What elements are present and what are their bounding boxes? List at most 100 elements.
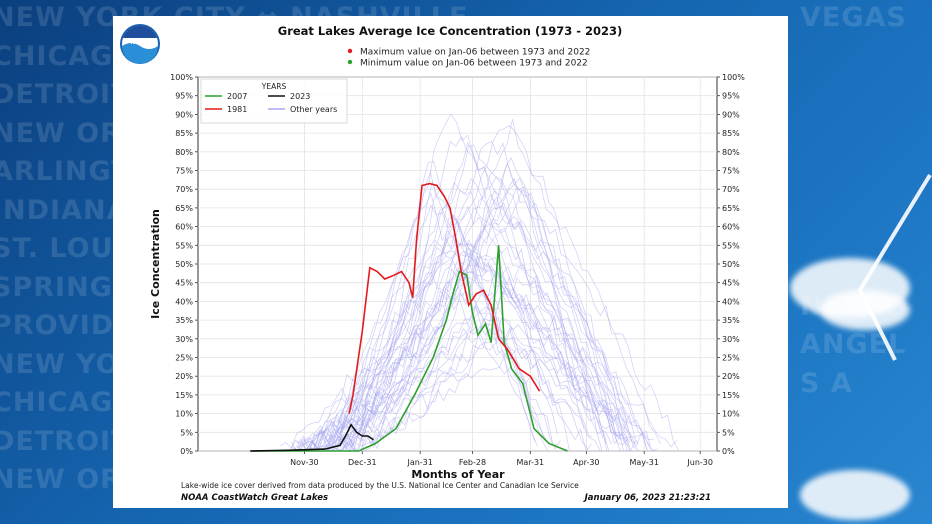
y-tick-label-right: 30% bbox=[722, 335, 740, 344]
other-year-line bbox=[312, 170, 549, 452]
legend-label: 1981 bbox=[227, 105, 247, 114]
other-year-line bbox=[337, 255, 608, 451]
y-tick-label: 50% bbox=[175, 260, 193, 269]
other-year-line bbox=[327, 119, 631, 448]
noaa-logo: NOAA bbox=[120, 24, 160, 64]
y-tick-label: 70% bbox=[175, 185, 193, 194]
y-tick-label: 0% bbox=[180, 447, 193, 456]
other-year-line bbox=[311, 254, 570, 452]
y-tick-label: 90% bbox=[175, 110, 193, 119]
y-tick-label: 55% bbox=[175, 241, 193, 250]
y-tick-label: 60% bbox=[175, 223, 193, 232]
other-year-line bbox=[305, 247, 631, 452]
y-tick-label: 40% bbox=[175, 297, 193, 306]
y-tick-label-right: 25% bbox=[722, 354, 740, 363]
y-tick-label-right: 100% bbox=[722, 73, 745, 82]
y-axis-label: Ice Concentration bbox=[149, 209, 162, 319]
footer-source: NOAA CoastWatch Great Lakes bbox=[181, 493, 328, 503]
y-tick-label-right: 90% bbox=[722, 110, 740, 119]
noaa-logo-text: NOAA bbox=[130, 39, 150, 46]
other-year-line bbox=[324, 271, 656, 452]
legend: YEARS 2007 2023 1981 Other years bbox=[200, 78, 348, 124]
y-tick-label-right: 5% bbox=[722, 428, 735, 437]
y-tick-label: 15% bbox=[175, 391, 193, 400]
series-2023-line bbox=[250, 423, 374, 452]
y-tick-label-right: 10% bbox=[722, 410, 740, 419]
legend-label: 2007 bbox=[227, 92, 247, 101]
y-tick-label-right: 35% bbox=[722, 316, 740, 325]
footer-note: Lake-wide ice cover derived from data pr… bbox=[181, 481, 579, 490]
y-tick-label: 80% bbox=[175, 148, 193, 157]
y-tick-label: 5% bbox=[180, 428, 193, 437]
other-year-line bbox=[297, 272, 561, 450]
y-tick-label: 10% bbox=[175, 410, 193, 419]
other-year-line bbox=[342, 180, 545, 452]
y-tick-label-right: 50% bbox=[722, 260, 740, 269]
y-tick-label-right: 65% bbox=[722, 204, 740, 213]
y-tick-label: 65% bbox=[175, 204, 193, 213]
y-tick-label: 100% bbox=[170, 73, 193, 82]
y-tick-label-right: 75% bbox=[722, 167, 740, 176]
y-tick-label-right: 85% bbox=[722, 129, 740, 138]
other-year-line bbox=[299, 205, 637, 452]
min-annotation-text: Minimum value on Jan-06 between 1973 and… bbox=[360, 59, 588, 69]
other-year-line bbox=[344, 342, 593, 452]
y-tick-label-right: 20% bbox=[722, 372, 740, 381]
other-year-line bbox=[343, 135, 630, 452]
background-city-right: S A bbox=[800, 367, 853, 399]
x-tick-label: Jun-30 bbox=[686, 458, 713, 467]
y-tick-label: 35% bbox=[175, 316, 193, 325]
cloud bbox=[800, 470, 910, 520]
y-tick-label-right: 45% bbox=[722, 279, 740, 288]
series-1981-line bbox=[348, 182, 541, 414]
other-year-line bbox=[317, 162, 637, 452]
y-tick-label: 75% bbox=[175, 167, 193, 176]
other-year-line bbox=[296, 192, 549, 445]
y-tick-label: 30% bbox=[175, 335, 193, 344]
y-tick-label-right: 40% bbox=[722, 297, 740, 306]
y-tick-label-right: 80% bbox=[722, 148, 740, 157]
min-annotation: Minimum value on Jan-06 between 1973 and… bbox=[347, 59, 588, 69]
x-tick-label: Dec-31 bbox=[348, 458, 377, 467]
y-tick-label-right: 55% bbox=[722, 241, 740, 250]
legend-label: 2023 bbox=[290, 92, 310, 101]
other-year-line bbox=[317, 239, 559, 452]
other-year-line bbox=[325, 181, 640, 452]
other-year-line bbox=[292, 253, 601, 452]
other-year-line bbox=[327, 113, 603, 452]
other-year-line bbox=[291, 187, 607, 451]
other-year-line bbox=[343, 277, 630, 452]
legend-box bbox=[200, 78, 348, 124]
footer-date: January 06, 2023 21:23:21 bbox=[583, 493, 711, 503]
ice-chart: 0% 0% 5% 5% 10% 10% 15% 15% 20% 20% 25% 25% 30% 30% 35… bbox=[120, 24, 745, 503]
y-tick-label-right: 0% bbox=[722, 447, 735, 456]
other-year-line bbox=[337, 189, 680, 452]
x-axis-label: Months of Year bbox=[411, 468, 505, 481]
background-city: DETROIT bbox=[0, 79, 131, 110]
background-city-right: VEGAS bbox=[800, 2, 907, 33]
legend-title: YEARS bbox=[261, 82, 287, 91]
y-tick-label: 95% bbox=[175, 92, 193, 101]
legend-label: Other years bbox=[290, 105, 337, 114]
other-year-line bbox=[336, 178, 623, 447]
other-year-line bbox=[320, 157, 585, 452]
x-tick-label: May-31 bbox=[629, 458, 658, 467]
x-tick-label: Feb-28 bbox=[459, 458, 486, 467]
y-tick-label: 85% bbox=[175, 129, 193, 138]
x-tick-label: Jan-31 bbox=[406, 458, 432, 467]
chart-title: Great Lakes Average Ice Concentration (1… bbox=[278, 24, 623, 38]
y-tick-label-right: 70% bbox=[722, 185, 740, 194]
background-city: DETROIT bbox=[0, 425, 131, 457]
y-tick-label: 20% bbox=[175, 372, 193, 381]
series-2007-line bbox=[250, 245, 568, 452]
max-annotation-text: Maximum value on Jan-06 between 1973 and… bbox=[360, 48, 590, 58]
chart-card: 0% 0% 5% 5% 10% 10% 15% 15% 20% 20% 25% 25% 30% 30% 35… bbox=[113, 16, 788, 508]
x-tick-label: Mar-31 bbox=[516, 458, 544, 467]
y-tick-label-right: 95% bbox=[722, 92, 740, 101]
max-annotation: Maximum value on Jan-06 between 1973 and… bbox=[347, 48, 590, 58]
x-tick-label: Apr-30 bbox=[573, 458, 599, 467]
y-tick-label: 45% bbox=[175, 279, 193, 288]
other-year-line bbox=[344, 176, 648, 452]
x-tick-label: Nov-30 bbox=[290, 458, 318, 467]
